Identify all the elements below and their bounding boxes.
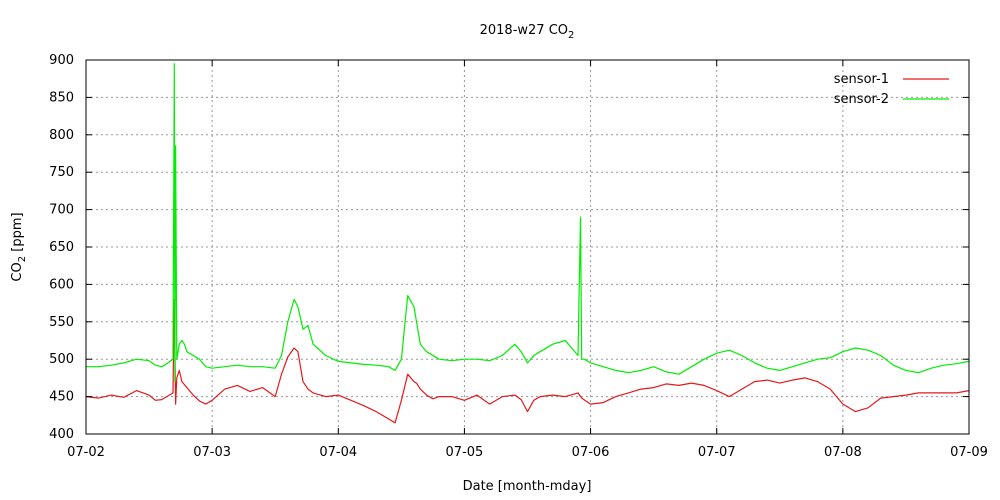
y-tick-label: 550 [49,315,74,330]
x-tick-label: 07-02 [67,445,105,460]
y-tick-label: 850 [49,90,74,105]
y-axis-title: CO2 [ppm] [10,212,28,281]
y-tick-label: 400 [49,427,74,442]
y-tick-label: 750 [49,165,74,180]
y-tick-label: 900 [49,53,74,68]
y-tick-label: 450 [49,390,74,405]
x-tick-label: 07-09 [950,445,988,460]
x-tick-label: 07-07 [698,445,736,460]
series-line-sensor-1 [85,298,970,424]
x-axis-title: Date [month-mday] [463,479,592,494]
x-tick-label: 07-05 [446,445,484,460]
x-tick-label: 07-03 [193,445,231,460]
legend: sensor-1 sensor-2 [834,72,949,107]
x-tick-label: 07-06 [572,445,610,460]
legend-label-sensor-1: sensor-1 [834,72,889,87]
series-layer [85,63,970,424]
y-axis: 400 450 500 550 600 650 700 750 800 850 900 [49,53,969,442]
x-tick-label: 07-08 [824,445,862,460]
grid-lines [86,60,969,434]
legend-label-sensor-2: sensor-2 [834,92,889,107]
y-tick-label: 600 [49,277,74,292]
y-tick-label: 650 [49,240,74,255]
y-tick-label: 700 [49,203,74,218]
series-line-sensor-2 [86,63,970,383]
y-tick-label: 500 [49,352,74,367]
chart-title: 2018-w27 CO2 [480,23,575,41]
y-tick-label: 800 [49,128,74,143]
x-axis: 07-02 07-03 07-04 07-05 07-06 07-07 07-08 07-09 [67,60,988,460]
x-tick-label: 07-04 [319,445,357,460]
